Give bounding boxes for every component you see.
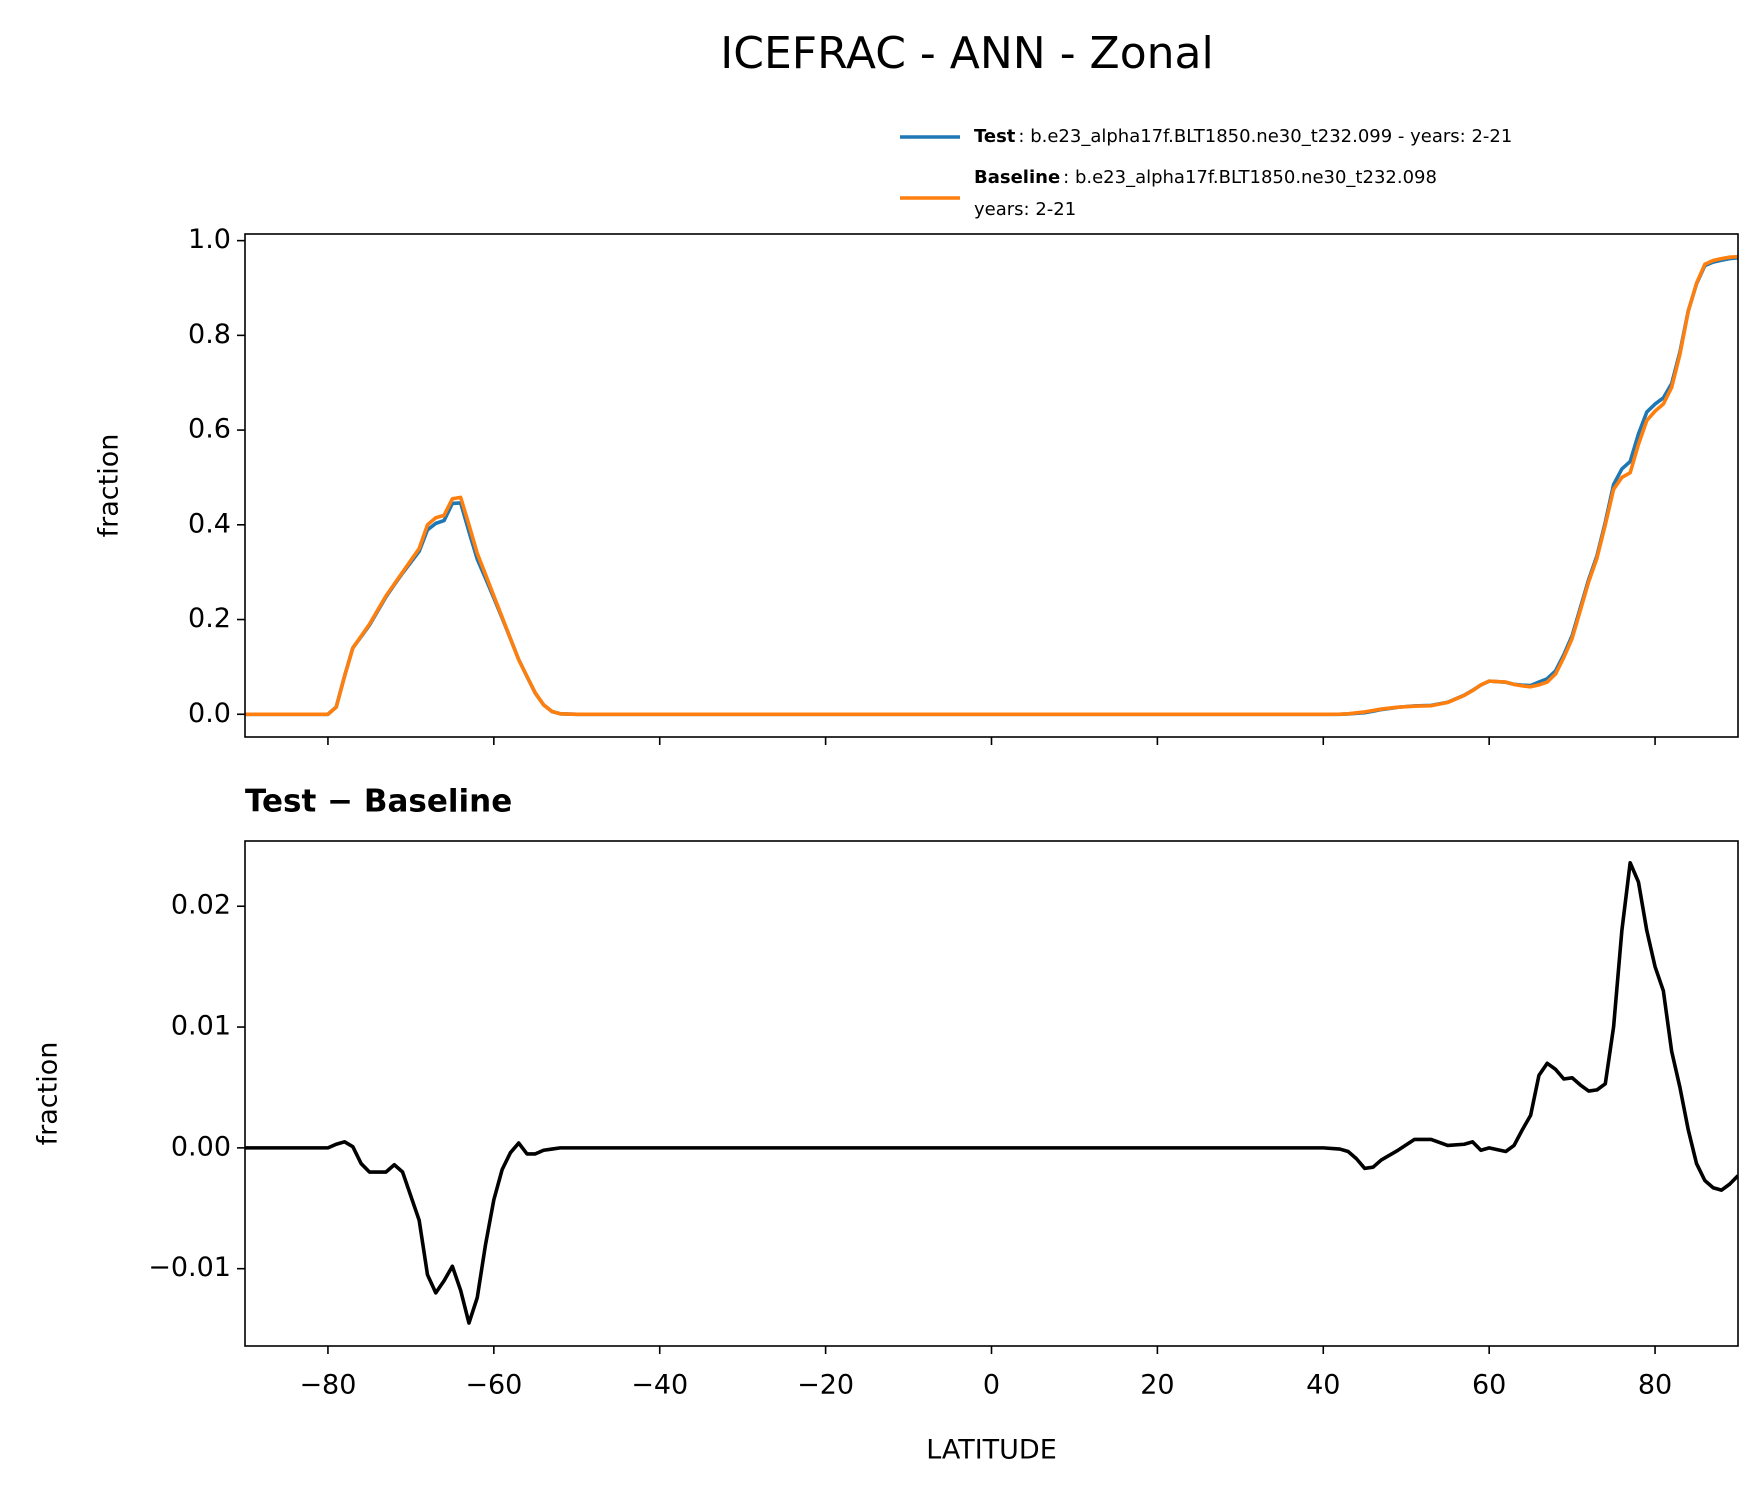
- y-tick-label: 0.2: [188, 603, 231, 634]
- x-tick-label: −60: [465, 1370, 522, 1401]
- x-tick-label: 80: [1638, 1370, 1672, 1401]
- legend-label: Test: b.e23_alpha17f.BLT1850.ne30_t232.0…: [974, 126, 1512, 147]
- x-axis-label: LATITUDE: [926, 1435, 1057, 1466]
- y-tick-label: 1.0: [188, 224, 231, 255]
- y-tick-label: 0.0: [188, 698, 231, 729]
- series-line: [245, 860, 1738, 1325]
- y-tick-label: 0.8: [188, 319, 231, 350]
- y-tick-label: −0.01: [148, 1252, 231, 1283]
- y-tick-label: 0.02: [171, 890, 231, 921]
- axes-frame: [244, 233, 1739, 738]
- y-axis-label: fraction: [33, 1042, 64, 1146]
- legend-description: : b.e23_alpha17f.BLT1850.ne30_t232.099 -…: [1018, 126, 1512, 147]
- y-tick-label: 0.01: [171, 1011, 231, 1042]
- legend-label: Baseline: b.e23_alpha17f.BLT1850.ne30_t2…: [974, 167, 1437, 188]
- y-axis-label: fraction: [94, 434, 125, 538]
- y-tick-label: 0.00: [171, 1131, 231, 1162]
- x-tick-label: −40: [631, 1370, 688, 1401]
- x-tick-label: 60: [1472, 1370, 1506, 1401]
- series-line: [245, 254, 1738, 717]
- chart-title: ICEFRAC - ANN - Zonal: [720, 28, 1213, 79]
- x-tick-label: −20: [797, 1370, 854, 1401]
- x-tick-label: 40: [1306, 1370, 1340, 1401]
- axes-frame: [244, 840, 1739, 1347]
- x-tick-label: 0: [983, 1370, 1000, 1401]
- legend-description: : b.e23_alpha17f.BLT1850.ne30_t232.098: [1063, 167, 1437, 188]
- y-tick-label: 0.4: [188, 508, 231, 539]
- y-tick-label: 0.6: [188, 414, 231, 445]
- legend-name: Baseline: [974, 167, 1060, 188]
- legend-description: years: 2-21: [974, 199, 1076, 220]
- legend-name: Test: [974, 126, 1016, 147]
- subplot-title: Test − Baseline: [245, 784, 512, 820]
- x-tick-label: −80: [299, 1370, 356, 1401]
- x-tick-label: 20: [1140, 1370, 1174, 1401]
